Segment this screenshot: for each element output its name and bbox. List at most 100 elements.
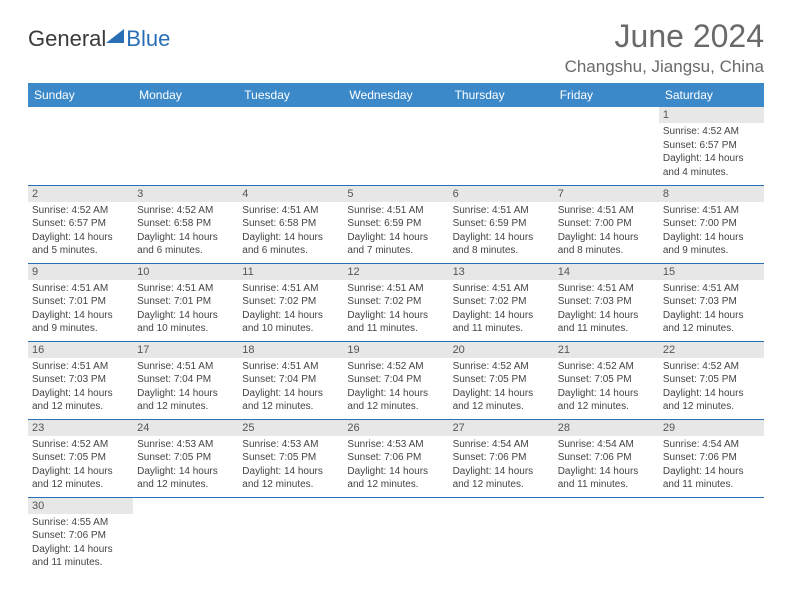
- day-details: Sunrise: 4:51 AMSunset: 7:02 PMDaylight:…: [238, 280, 343, 340]
- calendar-day-cell: [133, 107, 238, 185]
- sunset-text: Sunset: 7:05 PM: [137, 451, 234, 465]
- day-number: 21: [554, 342, 659, 358]
- calendar-day-cell: 30Sunrise: 4:55 AMSunset: 7:06 PMDayligh…: [28, 497, 133, 575]
- calendar-day-cell: 7Sunrise: 4:51 AMSunset: 7:00 PMDaylight…: [554, 185, 659, 263]
- sunset-text: Sunset: 7:05 PM: [453, 373, 550, 387]
- daylight-text: Daylight: 14 hours and 8 minutes.: [453, 231, 550, 258]
- sunset-text: Sunset: 7:06 PM: [32, 529, 129, 543]
- day-number: 17: [133, 342, 238, 358]
- month-title: June 2024: [565, 18, 764, 55]
- calendar-day-cell: 14Sunrise: 4:51 AMSunset: 7:03 PMDayligh…: [554, 263, 659, 341]
- day-details: Sunrise: 4:53 AMSunset: 7:05 PMDaylight:…: [238, 436, 343, 496]
- logo-text-general: General: [28, 26, 106, 52]
- sunrise-text: Sunrise: 4:52 AM: [663, 125, 760, 139]
- daylight-text: Daylight: 14 hours and 11 minutes.: [663, 465, 760, 492]
- day-number: 29: [659, 420, 764, 436]
- calendar-day-cell: 24Sunrise: 4:53 AMSunset: 7:05 PMDayligh…: [133, 419, 238, 497]
- calendar-day-cell: 16Sunrise: 4:51 AMSunset: 7:03 PMDayligh…: [28, 341, 133, 419]
- day-number: 15: [659, 264, 764, 280]
- sunrise-text: Sunrise: 4:51 AM: [137, 360, 234, 374]
- day-number: 28: [554, 420, 659, 436]
- sunrise-text: Sunrise: 4:51 AM: [347, 204, 444, 218]
- sunset-text: Sunset: 7:03 PM: [663, 295, 760, 309]
- sunset-text: Sunset: 7:06 PM: [558, 451, 655, 465]
- sunrise-text: Sunrise: 4:54 AM: [663, 438, 760, 452]
- day-details: Sunrise: 4:52 AMSunset: 7:05 PMDaylight:…: [449, 358, 554, 418]
- sunrise-text: Sunrise: 4:54 AM: [558, 438, 655, 452]
- daylight-text: Daylight: 14 hours and 12 minutes.: [453, 465, 550, 492]
- title-block: June 2024 Changshu, Jiangsu, China: [565, 18, 764, 77]
- daylight-text: Daylight: 14 hours and 12 minutes.: [347, 387, 444, 414]
- daylight-text: Daylight: 14 hours and 12 minutes.: [347, 465, 444, 492]
- day-number: 27: [449, 420, 554, 436]
- weekday-header: Thursday: [449, 83, 554, 107]
- sunrise-text: Sunrise: 4:51 AM: [137, 282, 234, 296]
- calendar-day-cell: 3Sunrise: 4:52 AMSunset: 6:58 PMDaylight…: [133, 185, 238, 263]
- sunset-text: Sunset: 7:02 PM: [453, 295, 550, 309]
- sunrise-text: Sunrise: 4:52 AM: [32, 438, 129, 452]
- calendar-day-cell: 25Sunrise: 4:53 AMSunset: 7:05 PMDayligh…: [238, 419, 343, 497]
- day-details: Sunrise: 4:51 AMSunset: 7:02 PMDaylight:…: [449, 280, 554, 340]
- day-details: Sunrise: 4:51 AMSunset: 6:59 PMDaylight:…: [343, 202, 448, 262]
- calendar-day-cell: 29Sunrise: 4:54 AMSunset: 7:06 PMDayligh…: [659, 419, 764, 497]
- sunrise-text: Sunrise: 4:51 AM: [453, 282, 550, 296]
- day-number: 14: [554, 264, 659, 280]
- sunset-text: Sunset: 7:05 PM: [32, 451, 129, 465]
- day-details: Sunrise: 4:51 AMSunset: 7:04 PMDaylight:…: [238, 358, 343, 418]
- sunset-text: Sunset: 7:04 PM: [347, 373, 444, 387]
- daylight-text: Daylight: 14 hours and 6 minutes.: [242, 231, 339, 258]
- calendar-day-cell: [659, 497, 764, 575]
- daylight-text: Daylight: 14 hours and 9 minutes.: [32, 309, 129, 336]
- sunrise-text: Sunrise: 4:53 AM: [242, 438, 339, 452]
- daylight-text: Daylight: 14 hours and 12 minutes.: [242, 387, 339, 414]
- daylight-text: Daylight: 14 hours and 5 minutes.: [32, 231, 129, 258]
- sunrise-text: Sunrise: 4:51 AM: [242, 204, 339, 218]
- sunset-text: Sunset: 7:00 PM: [558, 217, 655, 231]
- sunset-text: Sunset: 7:03 PM: [558, 295, 655, 309]
- day-number: 7: [554, 186, 659, 202]
- daylight-text: Daylight: 14 hours and 12 minutes.: [137, 465, 234, 492]
- day-details: Sunrise: 4:53 AMSunset: 7:06 PMDaylight:…: [343, 436, 448, 496]
- calendar-week-row: 30Sunrise: 4:55 AMSunset: 7:06 PMDayligh…: [28, 497, 764, 575]
- day-details: Sunrise: 4:51 AMSunset: 7:01 PMDaylight:…: [28, 280, 133, 340]
- day-number: 25: [238, 420, 343, 436]
- sunset-text: Sunset: 7:02 PM: [347, 295, 444, 309]
- calendar-day-cell: 8Sunrise: 4:51 AMSunset: 7:00 PMDaylight…: [659, 185, 764, 263]
- weekday-header: Wednesday: [343, 83, 448, 107]
- calendar-day-cell: 27Sunrise: 4:54 AMSunset: 7:06 PMDayligh…: [449, 419, 554, 497]
- calendar-day-cell: [449, 497, 554, 575]
- calendar-day-cell: [238, 497, 343, 575]
- daylight-text: Daylight: 14 hours and 12 minutes.: [663, 309, 760, 336]
- calendar-day-cell: 1Sunrise: 4:52 AMSunset: 6:57 PMDaylight…: [659, 107, 764, 185]
- daylight-text: Daylight: 14 hours and 6 minutes.: [137, 231, 234, 258]
- daylight-text: Daylight: 14 hours and 12 minutes.: [32, 387, 129, 414]
- day-details: Sunrise: 4:51 AMSunset: 7:01 PMDaylight:…: [133, 280, 238, 340]
- sunset-text: Sunset: 6:57 PM: [663, 139, 760, 153]
- sunrise-text: Sunrise: 4:51 AM: [242, 282, 339, 296]
- calendar-day-cell: 23Sunrise: 4:52 AMSunset: 7:05 PMDayligh…: [28, 419, 133, 497]
- calendar-day-cell: 17Sunrise: 4:51 AMSunset: 7:04 PMDayligh…: [133, 341, 238, 419]
- calendar-day-cell: 6Sunrise: 4:51 AMSunset: 6:59 PMDaylight…: [449, 185, 554, 263]
- day-details: Sunrise: 4:52 AMSunset: 7:05 PMDaylight:…: [28, 436, 133, 496]
- sunset-text: Sunset: 7:05 PM: [663, 373, 760, 387]
- sunrise-text: Sunrise: 4:53 AM: [347, 438, 444, 452]
- calendar-day-cell: 9Sunrise: 4:51 AMSunset: 7:01 PMDaylight…: [28, 263, 133, 341]
- sunset-text: Sunset: 6:59 PM: [347, 217, 444, 231]
- daylight-text: Daylight: 14 hours and 7 minutes.: [347, 231, 444, 258]
- daylight-text: Daylight: 14 hours and 12 minutes.: [663, 387, 760, 414]
- day-number: 30: [28, 498, 133, 514]
- calendar-day-cell: 20Sunrise: 4:52 AMSunset: 7:05 PMDayligh…: [449, 341, 554, 419]
- sunset-text: Sunset: 7:04 PM: [137, 373, 234, 387]
- calendar-day-cell: 21Sunrise: 4:52 AMSunset: 7:05 PMDayligh…: [554, 341, 659, 419]
- sunrise-text: Sunrise: 4:53 AM: [137, 438, 234, 452]
- sunset-text: Sunset: 6:57 PM: [32, 217, 129, 231]
- daylight-text: Daylight: 14 hours and 11 minutes.: [558, 465, 655, 492]
- daylight-text: Daylight: 14 hours and 12 minutes.: [242, 465, 339, 492]
- sunrise-text: Sunrise: 4:51 AM: [558, 204, 655, 218]
- calendar-day-cell: 12Sunrise: 4:51 AMSunset: 7:02 PMDayligh…: [343, 263, 448, 341]
- day-number: 16: [28, 342, 133, 358]
- day-details: Sunrise: 4:51 AMSunset: 7:02 PMDaylight:…: [343, 280, 448, 340]
- weekday-header: Sunday: [28, 83, 133, 107]
- sunset-text: Sunset: 7:02 PM: [242, 295, 339, 309]
- calendar-table: Sunday Monday Tuesday Wednesday Thursday…: [28, 83, 764, 575]
